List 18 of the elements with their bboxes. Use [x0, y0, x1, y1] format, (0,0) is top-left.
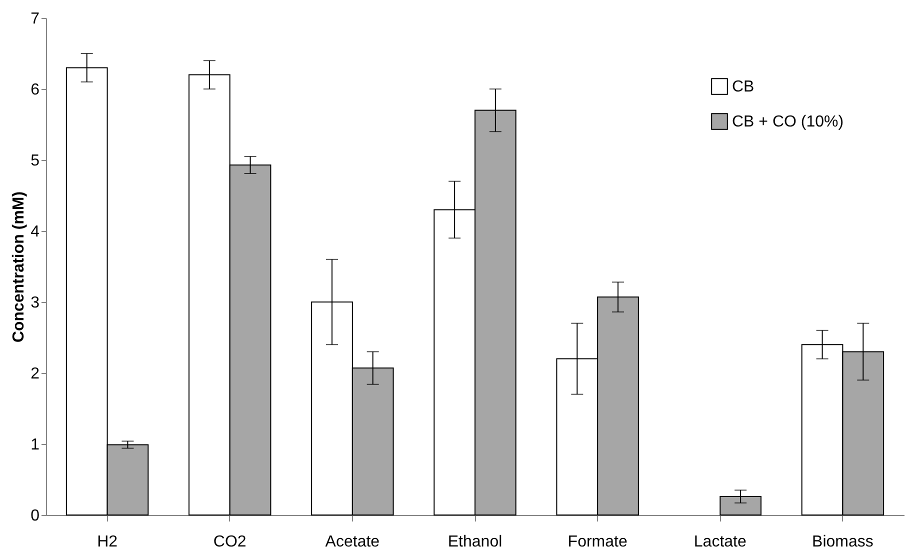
y-tick-label: 7 [30, 10, 40, 28]
y-tick-label: 2 [30, 366, 40, 382]
x-tick-label: H2 [97, 534, 118, 550]
x-tick-label: Formate [568, 534, 628, 550]
x-tick-label: Ethanol [448, 534, 502, 550]
x-tick-label: CO2 [213, 534, 246, 550]
legend-label: CB + CO (10%) [732, 114, 844, 130]
x-tick-label: Lactate [694, 534, 746, 550]
y-tick-label: 4 [30, 224, 40, 240]
y-tick-label: 5 [30, 152, 40, 170]
y-tick-label: 3 [30, 294, 40, 312]
legend-label: CB [732, 78, 754, 96]
x-tick-label: Biomass [812, 534, 874, 550]
y-tick-label: 0 [30, 508, 40, 524]
y-tick-label: 1 [30, 436, 40, 454]
y-tick-label: 6 [30, 82, 40, 98]
x-tick-label: Acetate [325, 534, 380, 550]
y-axis-title: Concentration (mM) [10, 191, 28, 343]
